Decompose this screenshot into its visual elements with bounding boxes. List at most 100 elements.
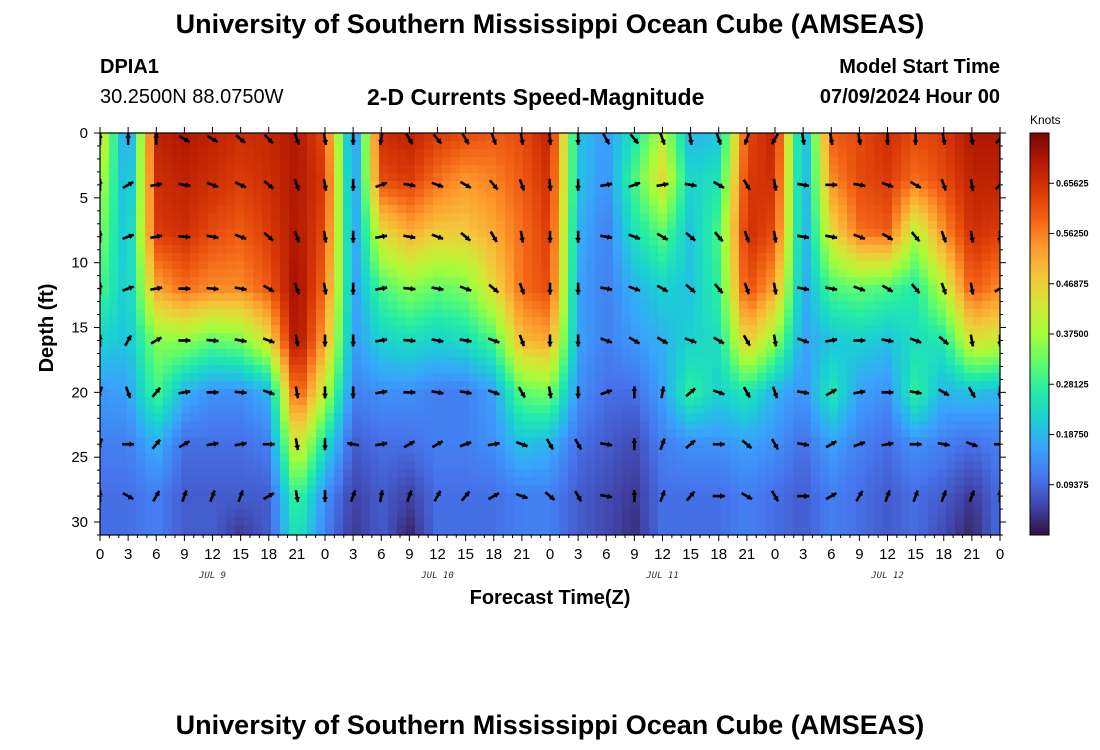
heat-cell xyxy=(775,149,785,158)
heat-cell xyxy=(289,157,299,166)
heat-cell xyxy=(739,277,749,286)
heat-cell xyxy=(316,213,326,222)
heat-cell xyxy=(235,213,245,222)
heat-cell xyxy=(811,141,821,150)
heat-cell xyxy=(622,477,632,486)
heat-cell xyxy=(487,301,497,310)
heat-cell xyxy=(730,229,740,238)
heat-cell xyxy=(361,301,371,310)
heat-cell xyxy=(262,165,272,174)
heat-cell xyxy=(838,357,848,366)
heat-cell xyxy=(595,437,605,446)
heat-cell xyxy=(955,445,965,454)
heat-cell xyxy=(757,221,767,230)
heat-cell xyxy=(874,389,884,398)
heat-cell xyxy=(127,229,137,238)
heat-cell xyxy=(496,445,506,454)
heat-cell xyxy=(388,277,398,286)
heat-cell xyxy=(955,341,965,350)
heat-cell xyxy=(577,221,587,230)
heat-cell xyxy=(577,245,587,254)
heat-cell xyxy=(811,381,821,390)
heat-cell xyxy=(316,189,326,198)
heat-cell xyxy=(658,309,668,318)
heat-cell xyxy=(280,373,290,382)
heat-cell xyxy=(964,477,974,486)
heat-cell xyxy=(685,437,695,446)
heat-cell xyxy=(937,309,947,318)
heat-cell xyxy=(847,405,857,414)
heat-cell xyxy=(937,349,947,358)
heat-cell xyxy=(451,157,461,166)
heat-cell xyxy=(262,469,272,478)
heat-cell xyxy=(442,237,452,246)
heat-cell xyxy=(532,469,542,478)
heat-cell xyxy=(541,285,551,294)
heat-cell xyxy=(361,181,371,190)
heat-cell xyxy=(136,333,146,342)
heat-cell xyxy=(667,189,677,198)
heat-cell xyxy=(946,157,956,166)
heat-cell xyxy=(973,389,983,398)
heat-cell xyxy=(361,309,371,318)
heat-cell xyxy=(334,269,344,278)
heat-cell xyxy=(253,261,263,270)
heat-cell xyxy=(478,157,488,166)
heat-cell xyxy=(550,293,560,302)
heat-cell xyxy=(739,397,749,406)
heat-cell xyxy=(640,317,650,326)
heat-cell xyxy=(829,325,839,334)
heat-cell xyxy=(136,469,146,478)
heat-cell xyxy=(559,501,569,510)
heat-cell xyxy=(370,285,380,294)
heat-cell xyxy=(145,325,155,334)
heat-cell xyxy=(730,325,740,334)
heat-cell xyxy=(739,261,749,270)
heat-cell xyxy=(865,221,875,230)
heat-cell xyxy=(874,157,884,166)
heat-cell xyxy=(226,341,236,350)
heat-cell xyxy=(721,213,731,222)
heat-cell xyxy=(784,533,794,535)
heat-cell xyxy=(901,509,911,518)
heat-cell xyxy=(964,357,974,366)
heat-cell xyxy=(694,181,704,190)
heat-cell xyxy=(100,533,110,535)
heat-cell xyxy=(964,253,974,262)
heat-cell xyxy=(820,405,830,414)
heat-cell xyxy=(937,261,947,270)
heat-cell xyxy=(244,173,254,182)
heat-cell xyxy=(199,269,209,278)
heat-cell xyxy=(172,133,182,142)
heat-cell xyxy=(901,293,911,302)
heat-cell xyxy=(262,221,272,230)
heat-cell xyxy=(901,197,911,206)
heat-cell xyxy=(163,229,173,238)
heat-cell xyxy=(181,421,191,430)
heat-cell xyxy=(730,205,740,214)
heat-cell xyxy=(901,469,911,478)
heat-cell xyxy=(127,349,137,358)
heat-cell xyxy=(298,421,308,430)
heat-cell xyxy=(514,389,524,398)
heat-cell xyxy=(712,277,722,286)
heat-cell xyxy=(757,373,767,382)
heat-cell xyxy=(361,229,371,238)
heat-cell xyxy=(478,533,488,535)
heat-cell xyxy=(910,453,920,462)
heat-cell xyxy=(649,333,659,342)
heat-cell xyxy=(748,405,758,414)
heat-cell xyxy=(397,173,407,182)
heat-cell xyxy=(181,341,191,350)
heat-cell xyxy=(262,501,272,510)
heat-cell xyxy=(973,461,983,470)
heat-cell xyxy=(730,141,740,150)
heat-cell xyxy=(496,373,506,382)
heat-cell xyxy=(838,245,848,254)
heat-cell xyxy=(181,413,191,422)
heat-cell xyxy=(766,445,776,454)
heat-cell xyxy=(289,165,299,174)
heat-cell xyxy=(451,173,461,182)
heat-cell xyxy=(721,285,731,294)
heat-cell xyxy=(829,261,839,270)
